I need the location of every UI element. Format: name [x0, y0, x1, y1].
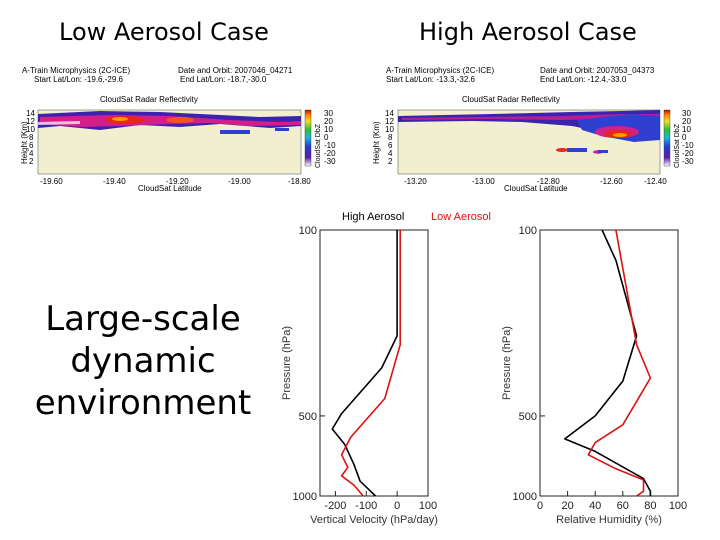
radar-high-line2-right: End Lat/Lon: -12.4,-33.0 [540, 75, 627, 84]
radar-high-line2-left: Start Lat/Lon: -13.3,-32.6 [386, 75, 475, 84]
radar-low-x-tick: -19.20 [166, 177, 189, 186]
radar-low-y-title: Height (Km) [20, 121, 29, 164]
radar-low-y-tick: 12 [26, 117, 35, 126]
radar-high-y-tick: 10 [385, 125, 394, 134]
velocity-series-high-aerosol [331, 230, 398, 497]
humidity-y-tick-label: 500 [519, 411, 537, 423]
radar-low-x-tick: -19.40 [103, 177, 126, 186]
velocity-x-tick-label: -100 [355, 500, 377, 512]
radar-low-cb-tick: 30 [324, 109, 333, 118]
humidity-series-high-aerosol [563, 229, 652, 496]
humidity-y-tick-label: 1000 [513, 491, 537, 503]
humidity-x-tick-label: 80 [644, 500, 656, 512]
radar-low-colorbar-title: CloudSat DbZ [315, 123, 322, 168]
radar-high-x-tick: -13.00 [472, 177, 495, 186]
legend-high-aerosol: High Aerosol [342, 211, 404, 223]
radar-high-colorbar [663, 109, 671, 167]
radar-low-x-tick: -19.00 [228, 177, 251, 186]
radar-low-line2-left: Start Lat/Lon: -19.6,-29.6 [34, 75, 123, 84]
vertical-velocity-chart: -200 -100 0 100 100 500 1000 Vertical Velocity … [281, 225, 438, 526]
radar-high-x-title: CloudSat Latitude [504, 184, 568, 192]
radar-high-cb-tick: -10 [682, 141, 694, 150]
radar-low-cb-tick: -20 [324, 149, 336, 158]
velocity-series-low-aerosol [340, 230, 401, 497]
radar-low-y-tick: 14 [26, 109, 35, 118]
side-label: Large-scale dynamic environment [18, 298, 268, 424]
humidity-x-tick-label: 60 [617, 500, 629, 512]
side-label-line-2: dynamic [70, 341, 216, 381]
humidity-x-tick-label: 100 [669, 500, 687, 512]
radar-high-cb-tick: 30 [682, 109, 691, 118]
radar-low-x-tick: -18.80 [288, 177, 311, 186]
radar-low-y-tick: 10 [26, 125, 35, 134]
radar-panel-high: A-Train Microphysics (2C-ICE) Date and O… [372, 66, 694, 192]
profile-charts: High Aerosol Low Aerosol -200 -100 0 100 100… [281, 211, 687, 526]
radar-low-colorbar [304, 109, 312, 167]
humidity-x-tick-label: 20 [561, 500, 573, 512]
velocity-y-tick-label: 1000 [293, 491, 317, 503]
radar-high-cb-tick: 0 [682, 133, 687, 142]
humidity-series-low-aerosol [587, 229, 652, 497]
velocity-x-axis-title: Vertical Velocity (hPa/day) [310, 514, 438, 526]
radar-low-line1-left: A-Train Microphysics (2C-ICE) [22, 66, 130, 75]
radar-low-y-tick: 8 [29, 133, 34, 142]
velocity-x-tick-label: -200 [324, 500, 346, 512]
velocity-y-tick-label: 500 [299, 411, 317, 423]
humidity-x-tick-label: 0 [537, 500, 543, 512]
radar-low-line1-right: Date and Orbit: 2007046_04271 [178, 66, 293, 75]
radar-high-cb-tick: 10 [682, 125, 691, 134]
velocity-x-tick-label: 0 [394, 500, 400, 512]
radar-high-y-tick: 8 [388, 133, 393, 142]
legend-low-aerosol: Low Aerosol [431, 211, 491, 223]
relative-humidity-chart: 0 20 40 60 80 100 100 500 1000 Relative Humidity … [501, 225, 687, 526]
radar-high-cb-tick: -30 [682, 157, 694, 166]
velocity-plot-frame [319, 229, 429, 497]
radar-low-y-tick: 4 [29, 149, 34, 158]
radar-high-line1-left: A-Train Microphysics (2C-ICE) [386, 66, 494, 75]
velocity-y-axis-title: Pressure (hPa) [281, 326, 293, 400]
radar-low-cb-tick: -10 [324, 141, 336, 150]
radar-high-y-tick: 12 [385, 117, 394, 126]
radar-high-x-tick: -12.60 [600, 177, 623, 186]
radar-high-y-tick: 6 [388, 141, 393, 150]
radar-panel-low: A-Train Microphysics (2C-ICE) Date and O… [20, 66, 336, 192]
radar-low-cb-tick: 20 [324, 117, 333, 126]
radar-high-cb-tick: -20 [682, 149, 694, 158]
side-label-line-1: Large-scale [45, 299, 241, 339]
radar-high-x-tick: -12.80 [537, 177, 560, 186]
heading-low-aerosol: Low Aerosol Case [59, 18, 269, 46]
radar-high-y-tick: 2 [388, 157, 393, 166]
radar-high-title: CloudSat Radar Reflectivity [462, 95, 560, 104]
velocity-x-tick-label: 100 [419, 500, 437, 512]
humidity-x-tick-label: 40 [589, 500, 601, 512]
humidity-y-axis-title: Pressure (hPa) [501, 326, 513, 400]
humidity-x-axis-title: Relative Humidity (%) [556, 514, 662, 526]
radar-low-x-tick: -19.60 [40, 177, 63, 186]
radar-low-title: CloudSat Radar Reflectivity [100, 95, 198, 104]
radar-low-line2-right: End Lat/Lon: -18.7,-30.0 [180, 75, 267, 84]
velocity-y-tick-label: 100 [299, 225, 317, 237]
radar-low-cb-tick: 10 [324, 125, 333, 134]
heading-high-aerosol: High Aerosol Case [419, 18, 637, 46]
humidity-plot-frame [539, 229, 679, 497]
radar-high-cb-tick: 20 [682, 117, 691, 126]
radar-low-x-title: CloudSat Latitude [138, 184, 202, 192]
radar-high-colorbar-title: CloudSat DbZ [674, 123, 681, 168]
radar-high-x-tick: -13.20 [404, 177, 427, 186]
radar-high-line1-right: Date and Orbit: 2007053_04373 [540, 66, 655, 75]
radar-low-y-tick: 2 [29, 157, 34, 166]
radar-low-y-tick: 6 [29, 141, 34, 150]
radar-high-y-tick: 14 [385, 109, 394, 118]
radar-low-cb-tick: -30 [324, 157, 336, 166]
radar-high-echo [398, 110, 660, 154]
radar-high-y-title: Height (Km) [372, 121, 381, 164]
humidity-y-tick-label: 100 [519, 225, 537, 237]
radar-high-x-tick: -12.40 [644, 177, 667, 186]
side-label-line-3: environment [34, 383, 252, 423]
radar-low-cb-tick: 0 [324, 133, 329, 142]
radar-high-y-tick: 4 [388, 149, 393, 158]
radar-low-echo [38, 111, 301, 134]
